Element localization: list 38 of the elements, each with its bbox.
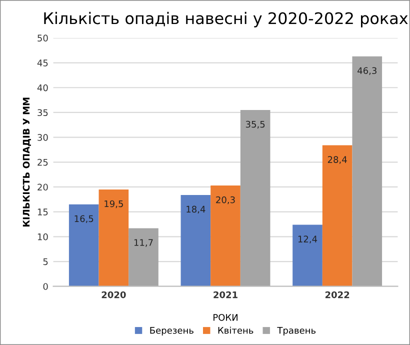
y-tick-label: 45	[37, 60, 48, 66]
data-label: 11,7	[134, 239, 153, 247]
y-tick-label: 30	[38, 134, 48, 141]
bar	[292, 224, 322, 286]
y-tick-label: 15	[38, 208, 48, 216]
y-tick-label: 10	[38, 233, 48, 240]
y-tick-label: 20	[38, 184, 48, 191]
y-tick-label: 50	[38, 34, 48, 42]
data-label: 18,4	[186, 206, 206, 214]
bar	[128, 228, 158, 286]
data-label: 12,4	[298, 236, 318, 244]
legend-label: Травень	[277, 327, 316, 336]
y-tick-label: 0	[43, 283, 48, 290]
data-label: 35,5	[246, 120, 265, 129]
bar	[68, 204, 99, 286]
y-axis-title: КІЛЬКІСТЬ ОПАДІВ У ММ	[22, 98, 31, 227]
y-tick-label: 5	[43, 258, 48, 266]
bar	[322, 145, 352, 286]
x-tick-label: 2020	[102, 291, 126, 298]
y-tick-label: 35	[38, 109, 48, 116]
y-tick-label: 25	[38, 158, 48, 166]
bar	[240, 110, 270, 286]
y-tick-label: 40	[37, 84, 48, 92]
x-tick-label: 2022	[325, 291, 350, 298]
x-tick-label: 2021	[214, 291, 238, 298]
legend-label: Квітень	[218, 326, 254, 334]
bar	[180, 194, 211, 286]
data-label: 20,3	[216, 196, 235, 204]
bar	[210, 186, 240, 286]
data-label: 16,5	[74, 215, 94, 223]
bar	[352, 56, 382, 286]
data-label: 28,4	[328, 156, 347, 164]
legend-label: Березень	[150, 327, 194, 336]
data-label: 46,3	[358, 67, 376, 75]
bar	[98, 189, 129, 286]
chart-title: Кількість опадів навесні у 2020-2022 роках	[44, 12, 408, 28]
data-label: 19,5	[104, 200, 123, 208]
x-axis-title: РОКИ	[214, 314, 238, 321]
